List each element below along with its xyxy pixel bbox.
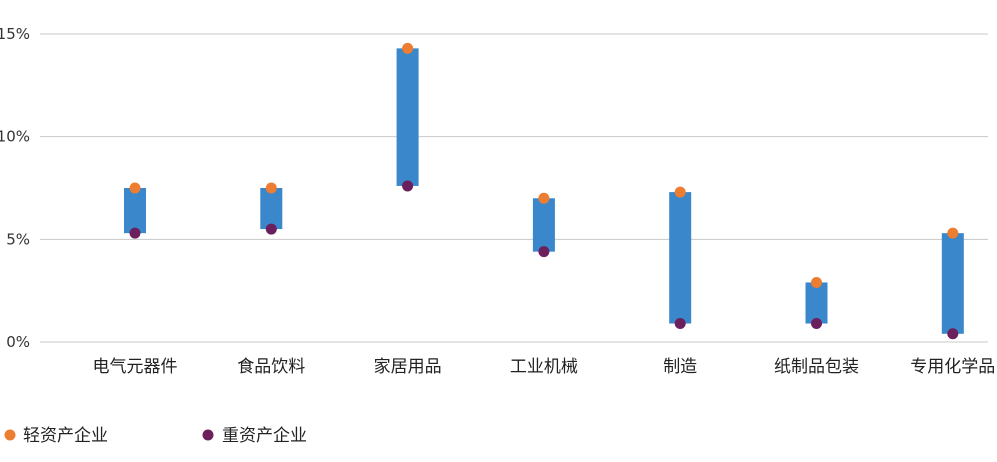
- data-points: [129, 42, 959, 340]
- range-bars: [124, 48, 964, 334]
- heavy-asset-point: [402, 180, 414, 192]
- legend-marker: [4, 429, 16, 441]
- light-asset-point: [811, 276, 822, 288]
- range-bar: [124, 188, 146, 234]
- x-category-label: 食品饮料: [237, 357, 305, 377]
- x-category-label: 电气元器件: [93, 357, 178, 377]
- range-bar: [941, 233, 964, 334]
- light-asset-point: [538, 192, 550, 204]
- light-asset-point: [265, 182, 277, 194]
- heavy-asset-point: [538, 246, 550, 258]
- heavy-asset-point: [947, 328, 959, 340]
- x-category-label: 纸制品包装: [774, 357, 859, 377]
- x-category-label: 家居用品: [374, 357, 442, 377]
- light-asset-point: [402, 42, 414, 54]
- legend-label: 轻资产企业: [23, 426, 108, 446]
- light-asset-point: [129, 182, 141, 194]
- y-tick-label: 5%: [6, 230, 30, 248]
- range-bar: [805, 282, 828, 324]
- heavy-asset-point: [265, 223, 277, 235]
- heavy-asset-point: [129, 227, 141, 239]
- range-bar: [532, 198, 555, 252]
- y-tick-label: 0%: [6, 333, 30, 351]
- legend-marker: [202, 429, 214, 441]
- heavy-asset-point: [811, 318, 822, 330]
- light-asset-point: [947, 227, 959, 239]
- y-tick-label: 10%: [0, 128, 30, 146]
- heavy-asset-point: [674, 318, 686, 330]
- x-category-label: 制造: [663, 357, 697, 377]
- light-asset-point: [674, 186, 686, 198]
- legend-label: 重资产企业: [222, 426, 307, 446]
- x-axis-categories: 电气元器件 食品饮料 家居用品 工业机械 制造 纸制品包装 专用化学品: [93, 357, 996, 377]
- gridlines: [40, 33, 988, 343]
- range-bar: [260, 188, 283, 230]
- range-bar: [669, 192, 692, 324]
- x-category-label: 工业机械: [510, 357, 578, 377]
- range-bar: [396, 48, 419, 186]
- x-category-label: 专用化学品: [910, 357, 995, 377]
- y-tick-label: 15%: [0, 25, 30, 43]
- legend: 轻资产企业 重资产企业: [4, 426, 307, 446]
- y-axis-ticks: 0% 5% 10% 15%: [0, 25, 30, 351]
